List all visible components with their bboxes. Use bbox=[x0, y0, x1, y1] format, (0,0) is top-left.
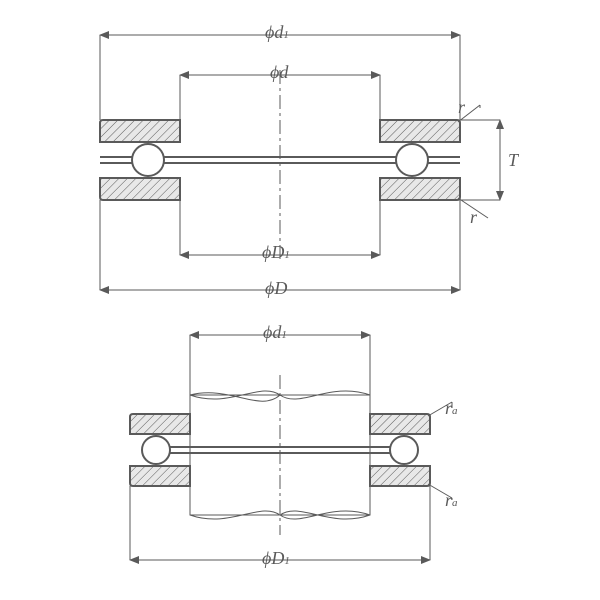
label-d1b: ϕd1 bbox=[263, 322, 287, 343]
label-r-top: r bbox=[458, 97, 465, 118]
label-r-bot: r bbox=[470, 207, 477, 228]
label-d: ϕd bbox=[270, 62, 288, 83]
label-T: T bbox=[508, 150, 518, 171]
label-D1b: ϕD1 bbox=[262, 548, 290, 569]
label-D: ϕD bbox=[265, 278, 287, 299]
label-ra-b: ra bbox=[445, 490, 458, 511]
label-ra-t: ra bbox=[445, 398, 458, 419]
label-d1: ϕd1 bbox=[265, 22, 289, 43]
label-D1: ϕD1 bbox=[262, 242, 290, 263]
